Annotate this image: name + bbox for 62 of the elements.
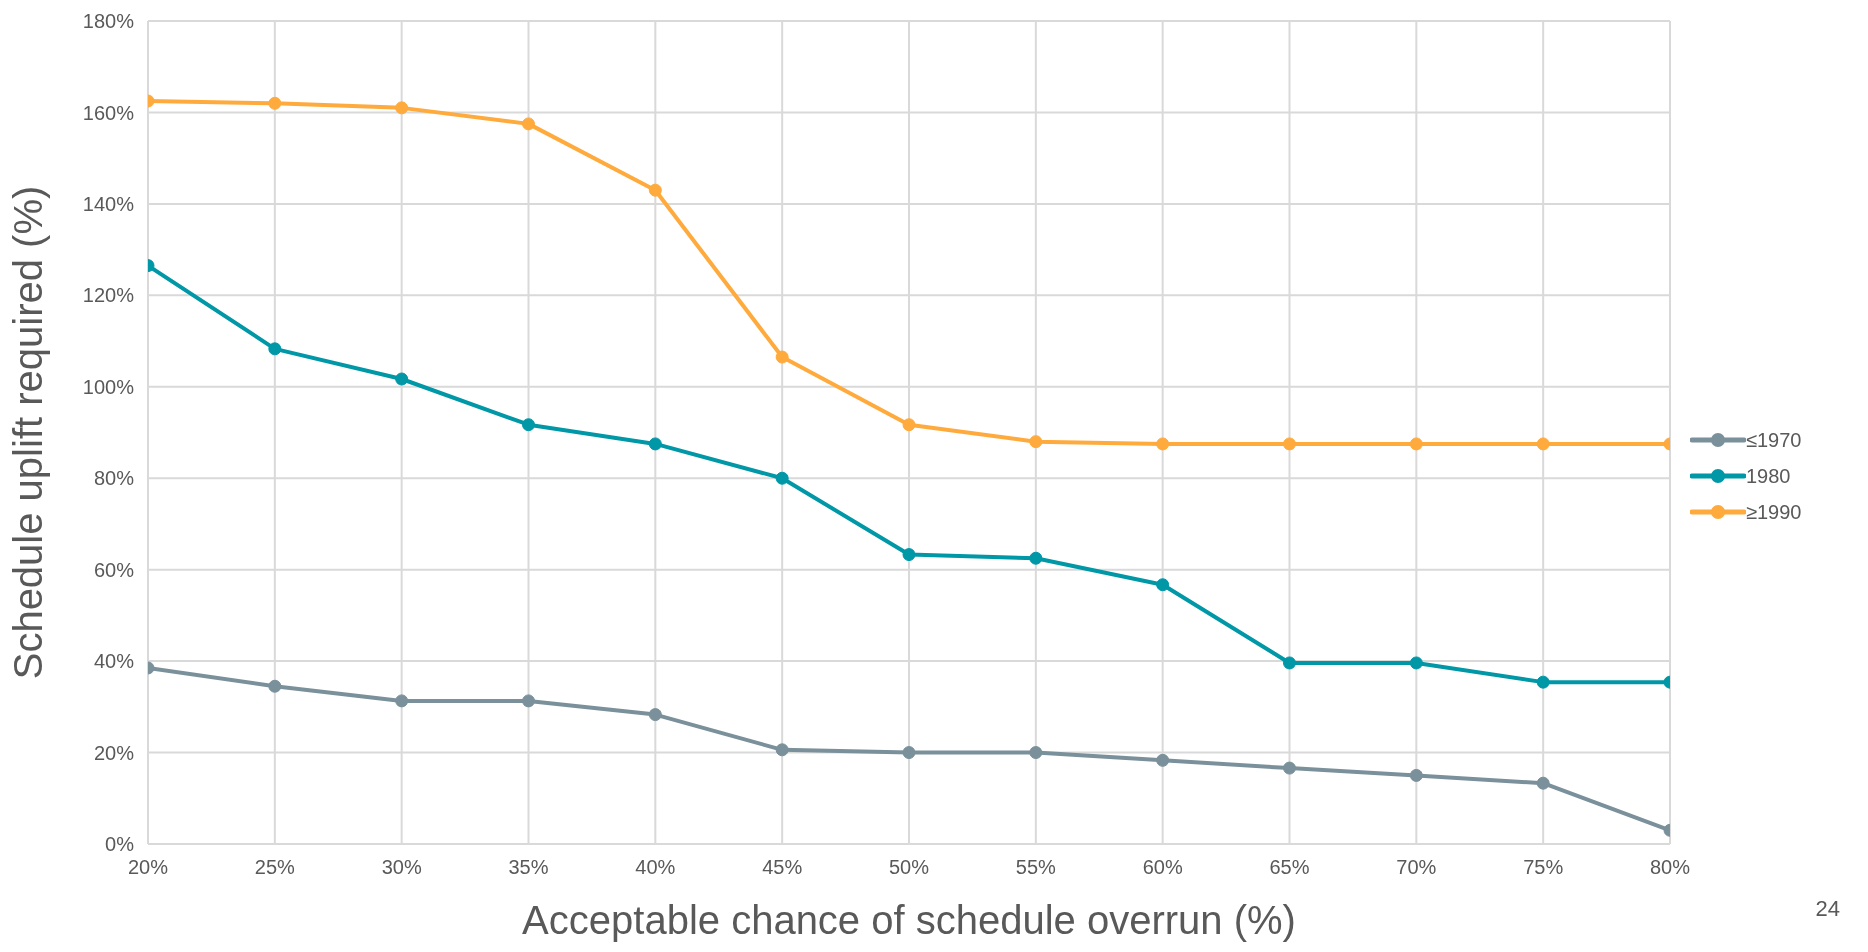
x-tick-label: 45%: [762, 856, 803, 879]
point: [1029, 435, 1043, 449]
y-tick-label: 100%: [82, 375, 135, 398]
point: [395, 101, 409, 115]
x-tick-label: 25%: [254, 856, 296, 879]
x-tick-label: 75%: [1523, 856, 1564, 879]
y-tick-label: 140%: [82, 192, 135, 215]
point: [395, 372, 409, 386]
x-tick-label: 70%: [1396, 856, 1437, 879]
point: [1536, 437, 1550, 451]
text: 24: [1815, 896, 1840, 922]
point: [775, 350, 789, 364]
point: [522, 117, 535, 131]
point: [902, 418, 916, 432]
point: [1029, 551, 1043, 565]
point: [1029, 746, 1043, 760]
x-tick-label: 50%: [888, 856, 930, 879]
y-tick-label: 180%: [82, 10, 135, 33]
point: [1536, 675, 1550, 689]
point: [1409, 656, 1423, 670]
x-tick-label: 65%: [1269, 856, 1310, 879]
legend-label: 1980: [1746, 464, 1791, 488]
point: [902, 746, 916, 760]
point: [268, 96, 282, 110]
point: [268, 342, 282, 356]
x-tick-label: 55%: [1015, 856, 1057, 879]
point: [1156, 437, 1170, 451]
y-tick-label: 40%: [93, 650, 135, 673]
point: [1409, 437, 1423, 451]
y-tick-label: 0%: [105, 833, 135, 856]
point: [395, 694, 409, 708]
point: [268, 679, 282, 693]
legend-label: ≤1970: [1746, 428, 1802, 452]
x-tick-label: 20%: [127, 856, 169, 879]
point: [775, 743, 789, 757]
y-tick-label: 80%: [93, 467, 135, 490]
point: [1409, 768, 1423, 782]
point: [522, 418, 535, 432]
point: [775, 471, 789, 485]
point: [1283, 761, 1296, 775]
y-tick-label: 160%: [82, 101, 135, 124]
point: [1156, 578, 1170, 592]
x-axis-title: Acceptable chance of schedule overrun (%): [522, 898, 1296, 942]
x-tick-label: 35%: [508, 856, 549, 879]
point: [1536, 776, 1550, 790]
point: [1156, 753, 1170, 767]
x-tick-label: 80%: [1649, 856, 1691, 879]
point: [1283, 437, 1296, 451]
y-tick-label: 60%: [93, 558, 135, 581]
legend-label: ≥1990: [1746, 500, 1802, 524]
point: [522, 694, 535, 708]
x-tick-label: 40%: [635, 856, 676, 879]
y-tick-label: 20%: [93, 741, 135, 764]
point: [902, 548, 916, 562]
y-axis-title: Schedule uplift required (%): [6, 185, 51, 680]
x-tick-label: 60%: [1142, 856, 1183, 879]
point: [648, 183, 662, 197]
point: [648, 708, 662, 722]
point: [648, 437, 662, 451]
x-tick-label: 30%: [381, 856, 422, 879]
point: [1283, 656, 1296, 670]
y-tick-label: 120%: [82, 284, 135, 307]
